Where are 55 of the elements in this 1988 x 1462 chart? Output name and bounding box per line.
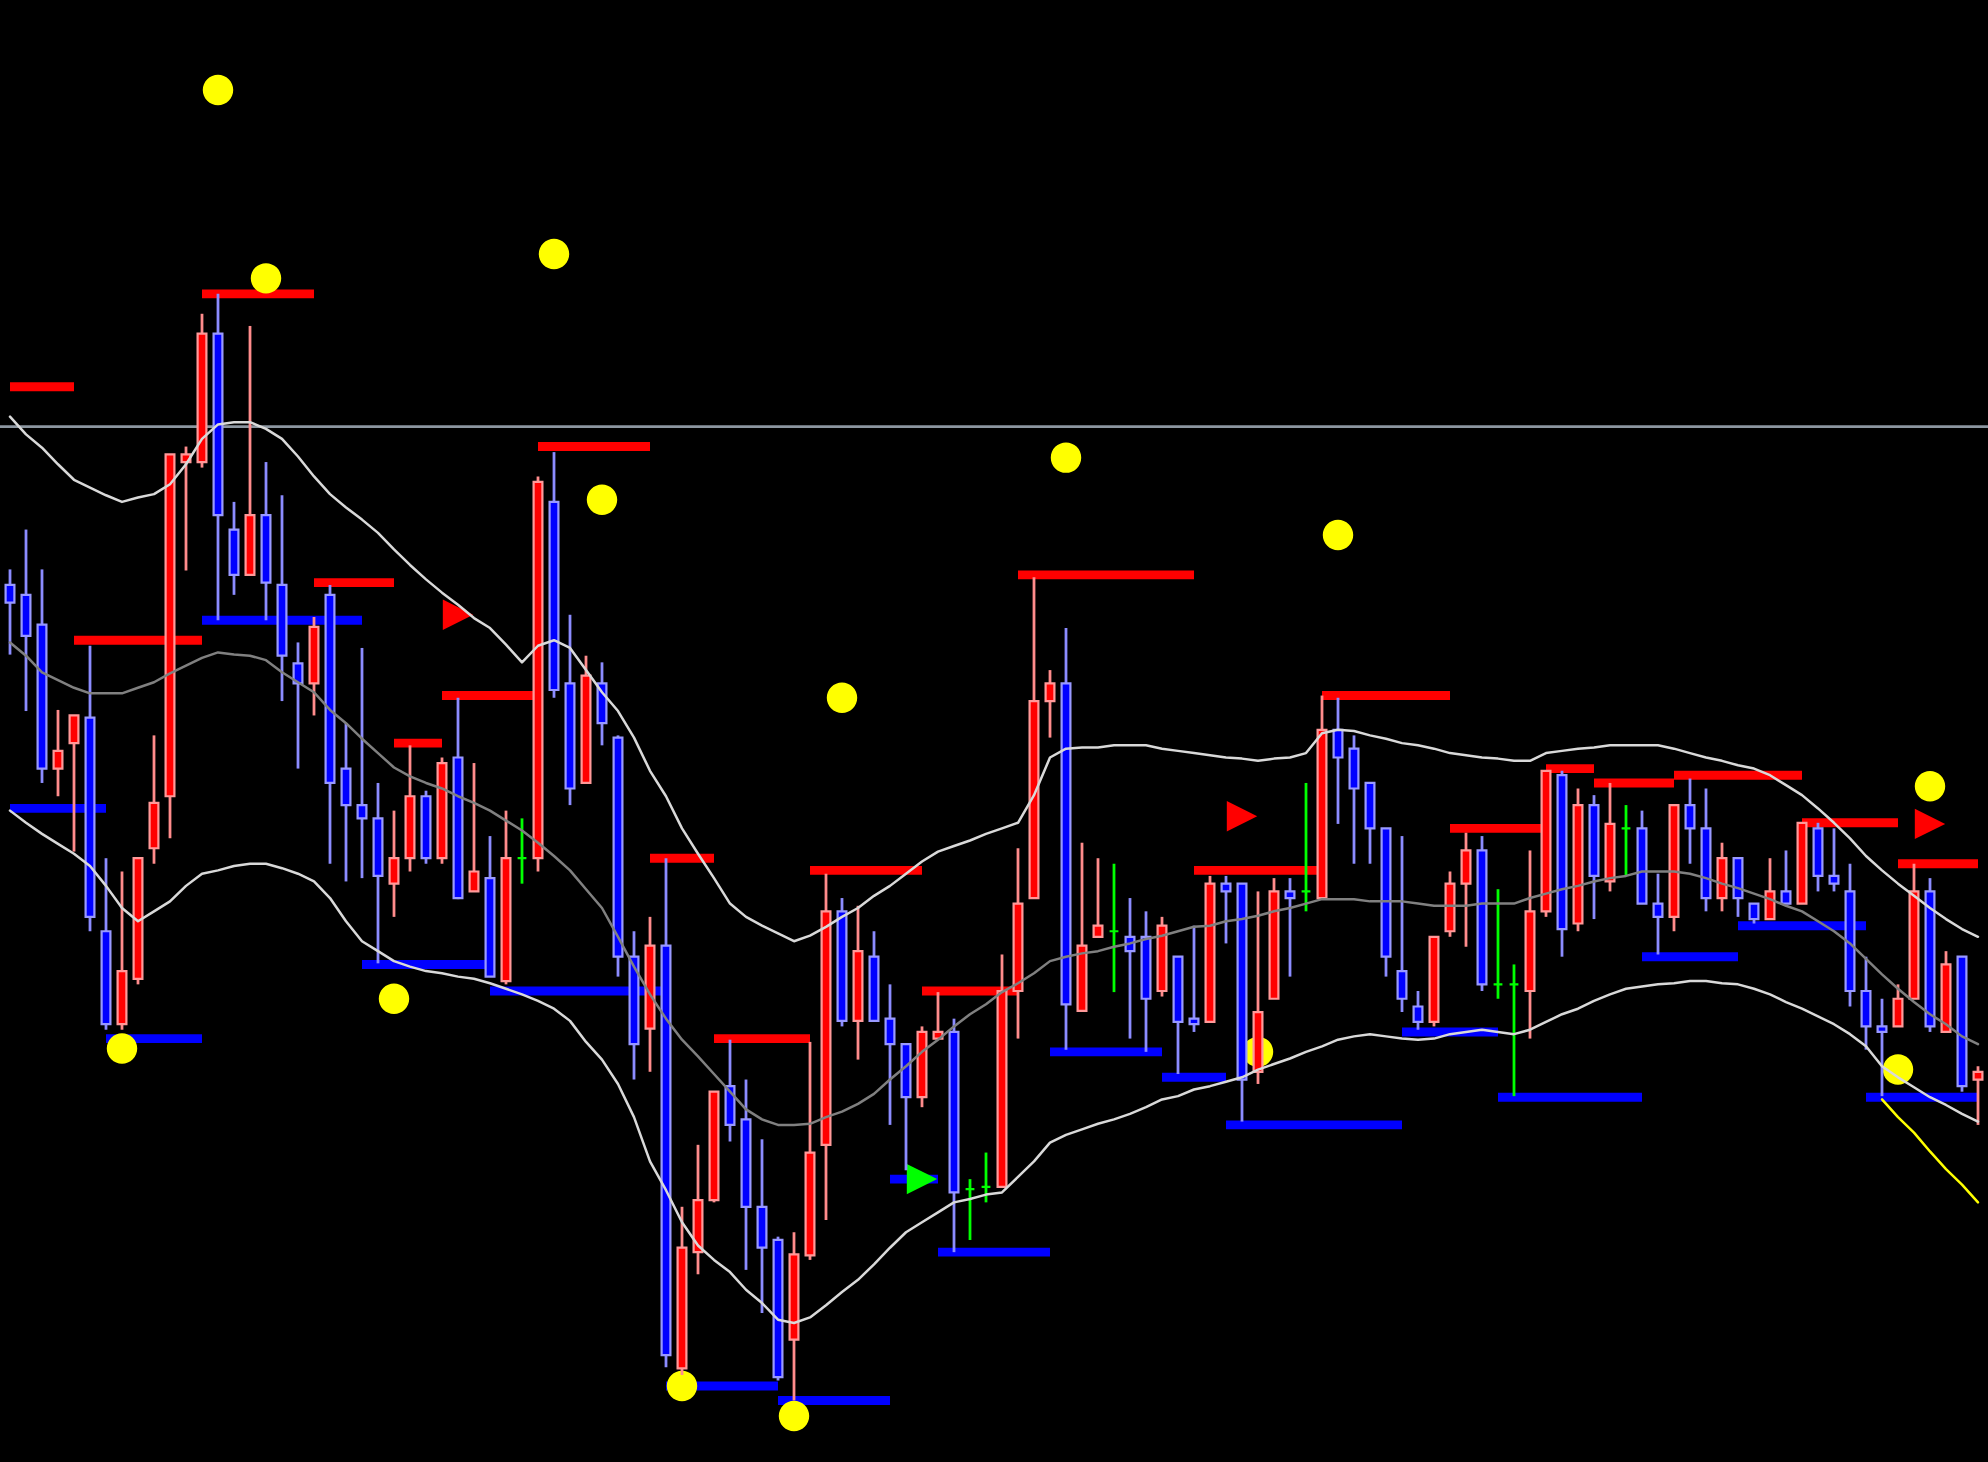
candlestick [1364,781,1376,866]
candlestick [1732,856,1744,919]
candlestick [596,660,608,747]
candlestick [148,733,160,866]
candlestick [1412,989,1424,1032]
candlestick [1348,733,1360,866]
candlestick [1460,831,1472,949]
candlestick [1124,896,1136,1040]
candlestick [1188,924,1200,1034]
candlestick [1860,955,1872,1052]
point [1050,442,1082,473]
candlestick [356,646,368,880]
candlestick [228,500,240,597]
candlestick [1780,849,1792,905]
candlestick [20,528,32,713]
point [1914,771,1946,802]
candlestick [1764,856,1776,921]
candlestick [1396,834,1408,1014]
candlestick [1044,668,1056,739]
candlestick [1812,821,1824,893]
candlestick [1892,982,1904,1028]
candlestick [756,1137,768,1315]
point [1226,800,1258,832]
point [106,1033,138,1064]
candlestick [468,761,480,893]
point [586,484,618,515]
candlestick [1444,870,1456,939]
candlestick [724,1038,736,1143]
point [250,263,282,294]
point [1914,808,1946,840]
candlestick [1220,874,1232,945]
point [778,1400,810,1432]
candlestick [68,714,80,853]
candlestick [4,568,16,656]
point [442,599,474,630]
point [378,983,410,1014]
candlestick [1684,777,1696,866]
candlestick [340,721,352,883]
point [826,682,858,713]
candlestick [1972,1064,1984,1127]
point [906,1163,938,1195]
candlestick [1652,872,1664,956]
candlestick [1332,696,1344,826]
candlestick [1828,826,1840,893]
candlestick [1284,876,1296,979]
candlestick [1876,997,1888,1098]
candlestick [52,708,64,798]
point [666,1370,698,1402]
candlestick [1716,841,1728,913]
point [1322,519,1354,551]
candlestick [388,809,400,919]
candlestick [180,445,192,572]
candlestick [884,982,896,1127]
candlestick [292,641,304,770]
candlestick [1092,856,1104,939]
